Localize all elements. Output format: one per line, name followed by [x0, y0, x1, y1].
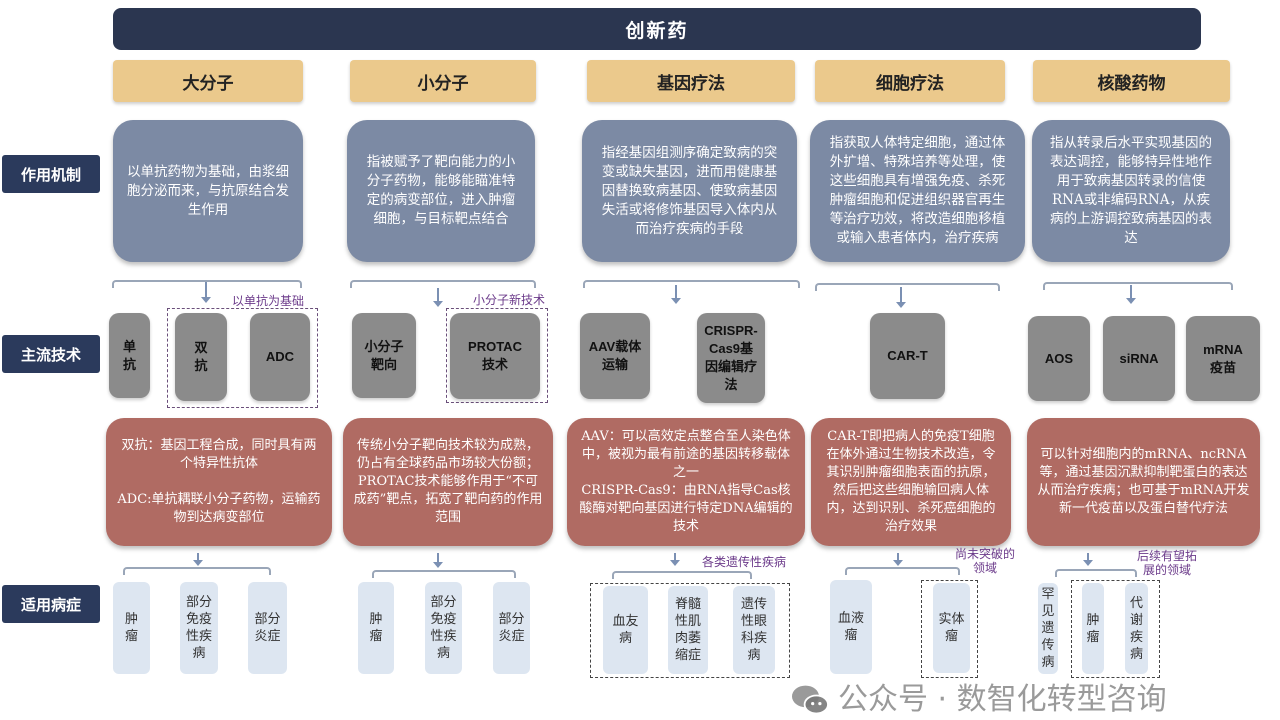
- tech-cart: CAR-T: [870, 313, 945, 399]
- note-small-new: 小分子新技术: [466, 293, 552, 307]
- tech-bsab: 双抗: [175, 313, 227, 401]
- arrow-down-icon: [893, 553, 903, 566]
- watermark: 公众号 · 数智化转型咨询: [790, 681, 1167, 719]
- note-genetic-diseases: 各类遗传性疾病: [701, 555, 786, 569]
- indication-immune: 部分 免疫 性疾 病: [180, 582, 218, 674]
- header-small-molecule: 小分子: [350, 60, 536, 102]
- tech-aav: AAV载体运输: [580, 313, 650, 399]
- note-future-expansion: 后续有望拓 展的领域: [1136, 549, 1197, 577]
- dashed-group-small-new: [446, 308, 548, 403]
- tech-protac: PROTAC技术: [450, 313, 540, 399]
- dashed-group-expansion: [1071, 580, 1160, 678]
- arrow-down-icon: [1083, 553, 1093, 566]
- row-label-indication: 适用病症: [2, 585, 100, 623]
- bracket: [1055, 569, 1137, 577]
- arrow-down-icon: [670, 553, 680, 566]
- bracket: [612, 571, 752, 579]
- description-small-molecule: 传统小分子靶向技术较为成熟，仍占有全球药品市场较大份额；PROTAC技术能够作用…: [343, 418, 553, 546]
- bracket: [583, 280, 800, 288]
- indication-metabolic: 代 谢 疾 病: [1125, 583, 1148, 674]
- mechanism-small-molecule: 指被赋予了靶向能力的小分子药物，能够能瞄准特定的病变部位，进入肿瘤细胞，与目标靶…: [347, 120, 535, 262]
- page-title: 创新药: [113, 8, 1201, 50]
- header-nucleic-acid: 核酸药物: [1033, 60, 1230, 102]
- bracket: [123, 567, 271, 575]
- tech-mrna: mRNA疫苗: [1186, 316, 1260, 401]
- tech-mab: 单抗: [109, 313, 150, 398]
- indication-immune: 部分 免疫 性疾 病: [425, 582, 462, 674]
- arrow-down-icon: [433, 553, 443, 568]
- indication-inflammation: 部分 炎症: [248, 582, 287, 674]
- indication-tumor: 肿 瘤: [113, 582, 150, 674]
- arrow-down-icon: [433, 288, 443, 307]
- wechat-icon: [792, 685, 829, 715]
- indication-blood-cancer: 血液 瘤: [830, 580, 872, 674]
- indication-tumor: 肿 瘤: [358, 582, 394, 674]
- dashed-group-genetic: [590, 583, 790, 678]
- indication-hemophilia: 血友 病: [603, 586, 648, 674]
- arrow-down-icon: [671, 285, 681, 304]
- arrow-down-icon: [1126, 285, 1136, 304]
- tech-crispr: CRISPR-Cas9基因编辑疗法: [697, 313, 765, 403]
- arrow-down-icon: [201, 282, 211, 303]
- header-macromolecule: 大分子: [113, 60, 303, 102]
- tech-aos: AOS: [1028, 316, 1090, 401]
- indication-sma: 脊髓 性肌 肉萎 缩症: [668, 586, 708, 674]
- arrow-down-icon: [193, 553, 203, 566]
- header-cell-therapy: 细胞疗法: [815, 60, 1005, 102]
- indication-rare-genetic: 罕 见 遗 传 病: [1038, 583, 1058, 674]
- tech-sirna: siRNA: [1103, 316, 1175, 401]
- arrow-down-icon: [896, 287, 906, 308]
- bracket: [1043, 282, 1233, 290]
- description-gene-therapy: AAV：可以高效定点整合至人染色体中，被视为最有前途的基因转移载体之一 CRIS…: [567, 418, 805, 546]
- bracket: [845, 567, 960, 575]
- description-macromolecule: 双抗：基因工程合成，同时具有两个特异性抗体 ADC:单抗耦联小分子药物，运输药物…: [106, 418, 332, 546]
- note-mab-based: 以单抗为基础: [231, 294, 304, 308]
- tech-small-targeted: 小分子靶向: [352, 313, 416, 398]
- note-not-yet-broken: 尚未突破的 领域: [954, 547, 1015, 575]
- mechanism-macromolecule: 以单抗药物为基础，由浆细胞分泌而来，与抗原结合发生作用: [113, 120, 303, 262]
- bracket: [112, 280, 302, 288]
- watermark-text: 公众号 · 数智化转型咨询: [838, 682, 1167, 717]
- tech-adc: ADC: [250, 313, 310, 401]
- bracket: [372, 570, 516, 578]
- indication-solid-tumor: 实体 瘤: [933, 583, 970, 673]
- indication-inflammation: 部分 炎症: [493, 582, 530, 674]
- mechanism-nucleic-acid: 指从转录后水平实现基因的表达调控，能够特异性地作用于致病基因转录的信使RNA或非…: [1032, 120, 1230, 262]
- indication-eye-disease: 遗传 性眼 科疾 病: [733, 586, 775, 674]
- description-cell-therapy: CAR-T即把病人的免疫T细胞在体外通过生物技术改造，令其识别肿瘤细胞表面的抗原…: [811, 418, 1011, 546]
- mechanism-cell-therapy: 指获取人体特定细胞，通过体外扩增、特殊培养等处理，使这些细胞具有增强免疫、杀死肿…: [810, 120, 1025, 262]
- indication-tumor: 肿 瘤: [1082, 583, 1104, 674]
- bracket: [350, 280, 536, 288]
- header-gene-therapy: 基因疗法: [587, 60, 795, 102]
- row-label-mechanism: 作用机制: [2, 155, 100, 193]
- mechanism-gene-therapy: 指经基因组测序确定致病的突变或缺失基因，进而用健康基因替换致病基因、使致病基因失…: [582, 120, 797, 262]
- dashed-group-solid-tumor: [921, 580, 978, 678]
- description-nucleic-acid: 可以针对细胞内的mRNA、ncRNA等，通过基因沉默抑制靶蛋白的表达从而治疗疾病…: [1027, 418, 1260, 546]
- bracket: [815, 283, 1000, 291]
- row-label-technology: 主流技术: [2, 335, 100, 373]
- dashed-group-mab-based: [167, 308, 318, 408]
